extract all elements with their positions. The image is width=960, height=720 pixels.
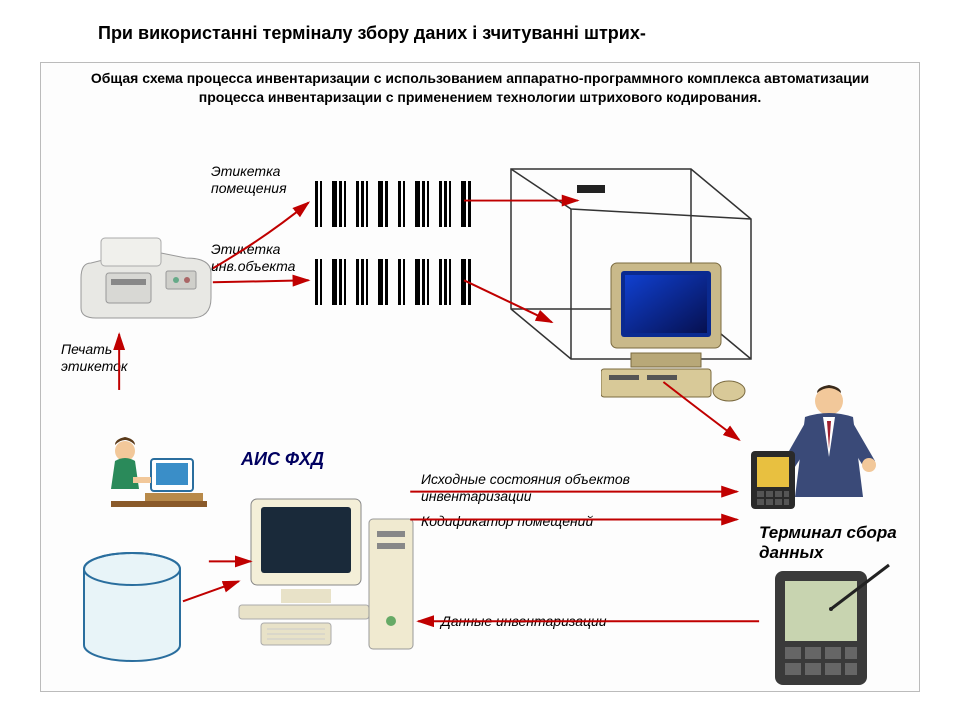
businessman-icon: [741, 377, 891, 557]
database-icon: [77, 549, 187, 669]
pda-icon: [761, 563, 901, 693]
label-inv-data: Данные инвентаризации: [441, 613, 607, 630]
label-etiketka-obj: Этикетка инв.объекта: [211, 241, 331, 275]
label-ais: АИС ФХД: [241, 449, 324, 471]
diagram-title: Общая схема процесса инвентаризации с ис…: [81, 69, 879, 107]
label-state: Исходные состояния объектов инвентаризац…: [421, 471, 701, 505]
page-title: При використанні терміналу збору даних і…: [98, 22, 878, 45]
label-etiketka-room: Этикетка помещения: [211, 163, 331, 197]
barcode-room: [315, 181, 471, 227]
person-operator-icon: [101, 431, 211, 531]
diagram-frame: Общая схема процесса инвентаризации с ис…: [40, 62, 920, 692]
label-print: Печать этикеток: [61, 341, 181, 375]
crt-computer-icon: [601, 253, 751, 403]
pc-icon: [231, 471, 421, 661]
label-codifier: Кодификатор помещений: [421, 513, 701, 530]
printer-icon: [71, 223, 221, 333]
barcode-obj: [315, 259, 471, 305]
